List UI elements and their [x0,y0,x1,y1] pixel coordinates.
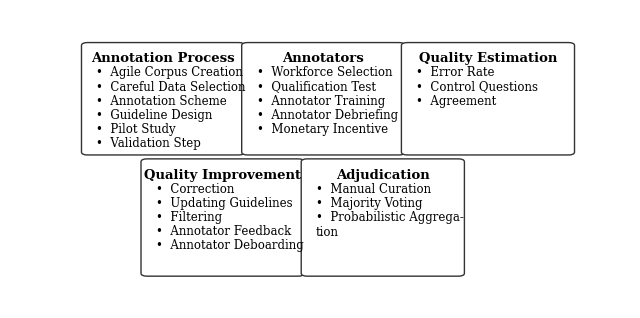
Text: Annotation Process: Annotation Process [92,52,235,66]
Text: Adjudication: Adjudication [336,169,429,182]
Text: •  Majority Voting: • Majority Voting [316,197,422,210]
Text: •  Pilot Study: • Pilot Study [97,123,176,136]
Text: •  Correction: • Correction [156,183,234,196]
Text: Annotators: Annotators [282,52,364,66]
Text: •  Annotation Scheme: • Annotation Scheme [97,95,227,108]
Text: •  Workforce Selection: • Workforce Selection [257,66,392,79]
Text: •  Control Questions: • Control Questions [416,80,538,93]
Text: •  Monetary Incentive: • Monetary Incentive [257,123,388,136]
Text: •  Manual Curation: • Manual Curation [316,183,431,196]
Text: •  Guideline Design: • Guideline Design [97,109,212,122]
Text: •  Annotator Feedback: • Annotator Feedback [156,225,291,238]
Text: •  Annotator Training: • Annotator Training [257,95,385,108]
FancyBboxPatch shape [301,159,465,276]
Text: •  Updating Guidelines: • Updating Guidelines [156,197,292,210]
Text: •  Filtering: • Filtering [156,211,222,224]
Text: •  Careful Data Selection: • Careful Data Selection [97,80,246,93]
Text: •  Error Rate: • Error Rate [416,66,495,79]
Text: •  Agile Corpus Creation: • Agile Corpus Creation [97,66,243,79]
FancyBboxPatch shape [242,43,405,155]
Text: •  Validation Step: • Validation Step [97,137,201,150]
Text: •  Probabilistic Aggrega-
tion: • Probabilistic Aggrega- tion [316,211,464,239]
Text: Quality Improvement: Quality Improvement [144,169,301,182]
Text: •  Annotator Deboarding: • Annotator Deboarding [156,239,303,252]
Text: •  Annotator Debriefing: • Annotator Debriefing [257,109,397,122]
Text: •  Qualification Test: • Qualification Test [257,80,376,93]
Text: Quality Estimation: Quality Estimation [419,52,557,66]
FancyBboxPatch shape [81,43,244,155]
FancyBboxPatch shape [401,43,575,155]
Text: •  Agreement: • Agreement [416,95,497,108]
FancyBboxPatch shape [141,159,304,276]
